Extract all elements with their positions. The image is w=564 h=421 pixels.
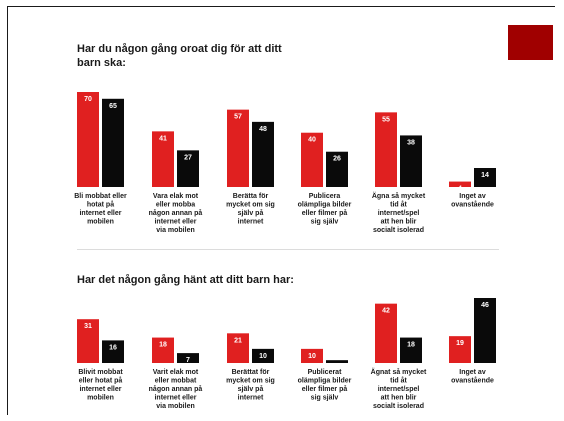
- worry-value-label-0-series-1: 65: [109, 103, 117, 110]
- worry-value-label-0-series-0: 70: [84, 96, 92, 103]
- worry-value-label-4-series-1: 38: [407, 139, 415, 146]
- occurred-value-label-0-series-0: 31: [84, 323, 92, 330]
- occurred-value-label-0-series-1: 16: [109, 344, 117, 351]
- worry-value-label-5-series-0: 4: [458, 186, 462, 193]
- worry-bar-4-series-0: [375, 112, 397, 187]
- worry-value-label-2-series-0: 57: [234, 114, 242, 121]
- worry-bar-0-series-0: [77, 92, 99, 187]
- worry-category-label-4: Ägna så mycket tid åt internet/spel att hen…: [372, 192, 426, 234]
- occurred-category-label-2: Berättat för mycket om sig själv på interne…: [226, 369, 275, 402]
- occurred-category-label-1: Varit elak mot eller mobbat någon annan på…: [149, 369, 203, 410]
- worry-value-label-3-series-0: 40: [308, 137, 316, 144]
- worry-value-label-4-series-0: 55: [382, 116, 390, 123]
- occurred-value-label-1-series-1: 7: [186, 357, 190, 364]
- occurred-value-label-1-series-0: 18: [159, 342, 167, 349]
- worry-category-label-5: Inget av ovanstående: [451, 193, 494, 209]
- worry-value-label-5-series-1: 14: [481, 172, 489, 179]
- worry-value-label-1-series-1: 27: [184, 154, 192, 161]
- occurred-value-label-3-series-0: 10: [308, 353, 316, 360]
- worry-category-label-3: Publicera olämpliga bilder eller filmer på…: [298, 193, 352, 226]
- occurred-value-label-5-series-1: 46: [481, 302, 489, 309]
- occurred-category-label-0: Blivit mobbat eller hotat på internet elle…: [78, 369, 123, 402]
- occurred-value-label-4-series-1: 18: [407, 342, 415, 349]
- worry-value-label-3-series-1: 26: [333, 156, 341, 163]
- worry-value-label-1-series-0: 41: [159, 135, 167, 142]
- occurred-category-label-4: Ägnat så mycket tid åt internet/spel att he…: [371, 368, 427, 410]
- occurred-category-label-3: Publicerat olämpliga bilder eller filmer p…: [298, 369, 352, 402]
- occurred-bar-3-series-1: [326, 360, 348, 363]
- bar-chart-occurred: 31 16 Blivit mobbat eller hotat på internet …: [0, 250, 564, 421]
- worry-bar-2-series-0: [227, 110, 249, 187]
- bar-chart-worries: 70 65 Bli mobbat eller hotat på internet ell…: [0, 0, 564, 250]
- worry-category-label-0: Bli mobbat eller hotat på internet eller mo…: [74, 193, 127, 226]
- worry-value-label-2-series-1: 48: [259, 126, 267, 133]
- occurred-value-label-2-series-0: 21: [234, 337, 242, 344]
- worry-bar-0-series-1: [102, 99, 124, 187]
- occurred-category-label-5: Inget av ovanstående: [451, 369, 494, 385]
- occurred-value-label-5-series-0: 19: [456, 340, 464, 347]
- worry-category-label-1: Vara elak mot eller mobba någon annan på in…: [149, 193, 203, 234]
- worry-category-label-2: Berätta för mycket om sig själv på internet: [226, 193, 275, 226]
- occurred-value-label-2-series-1: 10: [259, 353, 267, 360]
- occurred-value-label-4-series-0: 42: [382, 308, 390, 315]
